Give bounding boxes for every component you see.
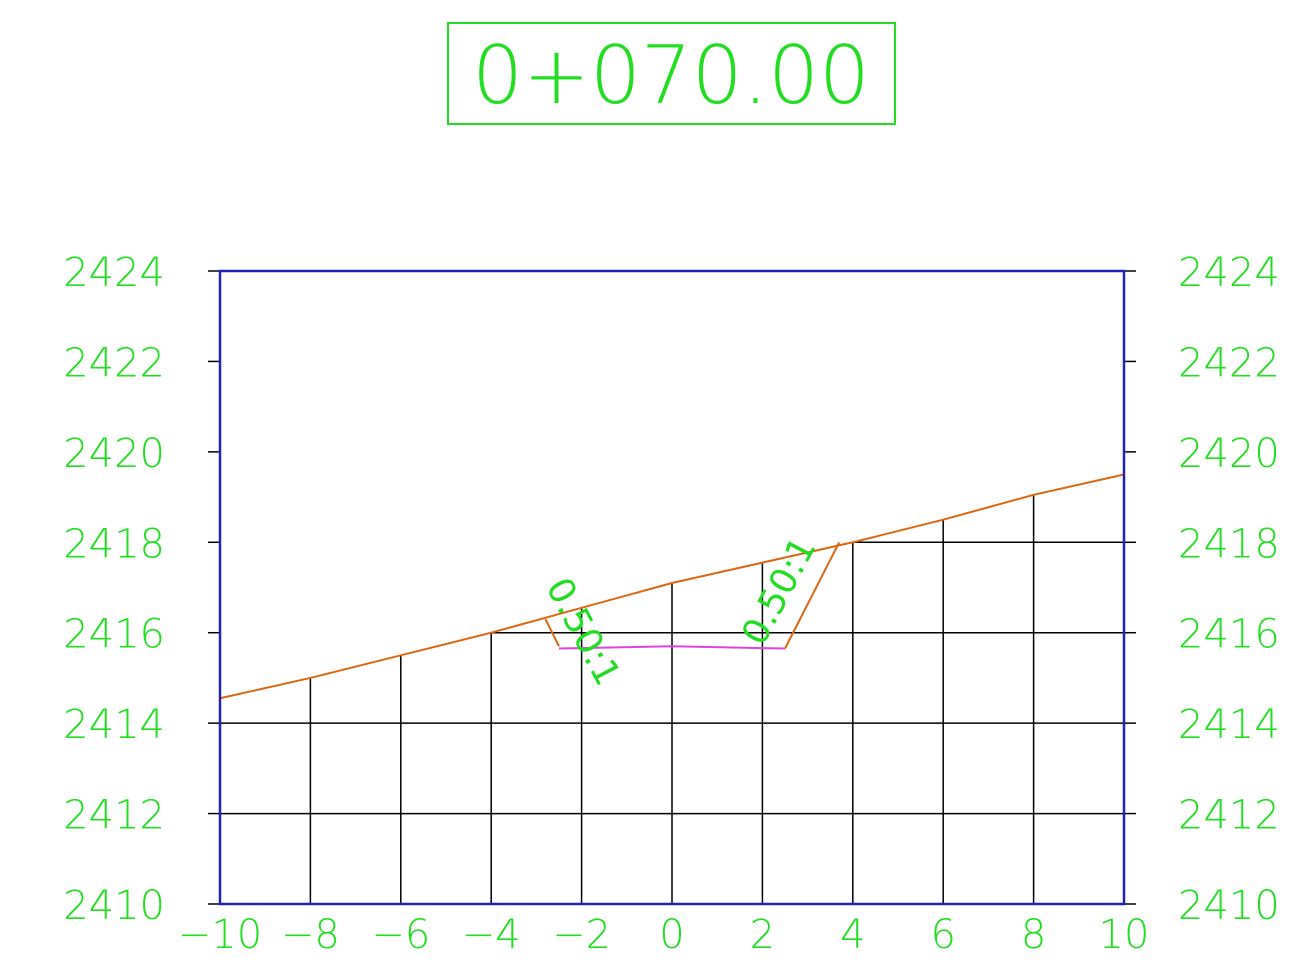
y-tick-label-left: 2424 (63, 250, 165, 296)
y-tick-label-right: 2422 (1178, 340, 1280, 386)
plot-frame (218, 269, 1126, 906)
slope-annotations: 0.50:1 0.50:1 (538, 531, 825, 693)
slope-label: 0.50:1 (734, 531, 824, 652)
x-tick-label: 8 (1021, 912, 1046, 958)
y-tick-label-left: 2414 (63, 702, 165, 748)
x-tick-label: −4 (462, 912, 521, 958)
series-line-ground-0 (219, 473, 1125, 700)
y-tick-label-right: 2416 (1178, 612, 1280, 658)
y-tick-label-right: 2420 (1178, 431, 1280, 477)
x-tick-label: 4 (840, 912, 865, 958)
y-tick-label-right: 2412 (1178, 793, 1280, 839)
x-tick-label: 2 (750, 912, 775, 958)
title-box (447, 22, 896, 125)
y-tick-label-left: 2422 (63, 340, 165, 386)
x-tick-label: −10 (178, 912, 262, 958)
y-tick-label-left: 2412 (63, 793, 165, 839)
series-line-section-3 (784, 541, 841, 649)
x-tick-label: −6 (371, 912, 430, 958)
frame-rect (218, 269, 1126, 906)
y-tick-label-right: 2418 (1178, 521, 1280, 567)
x-tick-label: 0 (659, 912, 684, 958)
y-tick-label-right: 2414 (1178, 702, 1280, 748)
grid-layer (220, 494, 1124, 904)
series-line-subgrade-2 (558, 645, 786, 650)
x-tick-label: 10 (1099, 912, 1150, 958)
y-tick-label-left: 2418 (63, 521, 165, 567)
tick-layer (208, 270, 1136, 905)
y-tick-label-left: 2416 (63, 612, 165, 658)
y-tick-label-right: 2424 (1178, 250, 1280, 296)
x-tick-label: 6 (930, 912, 955, 958)
y-tick-label-left: 2420 (63, 431, 165, 477)
series-line-section-1 (544, 618, 560, 647)
x-tick-label: −8 (281, 912, 340, 958)
series-layer (219, 473, 1125, 700)
y-tick-label-left: 2410 (63, 883, 165, 929)
chart-title: 0+070.00 (472, 29, 870, 122)
y-tick-label-right: 2410 (1178, 883, 1280, 929)
x-tick-label: −2 (552, 912, 611, 958)
